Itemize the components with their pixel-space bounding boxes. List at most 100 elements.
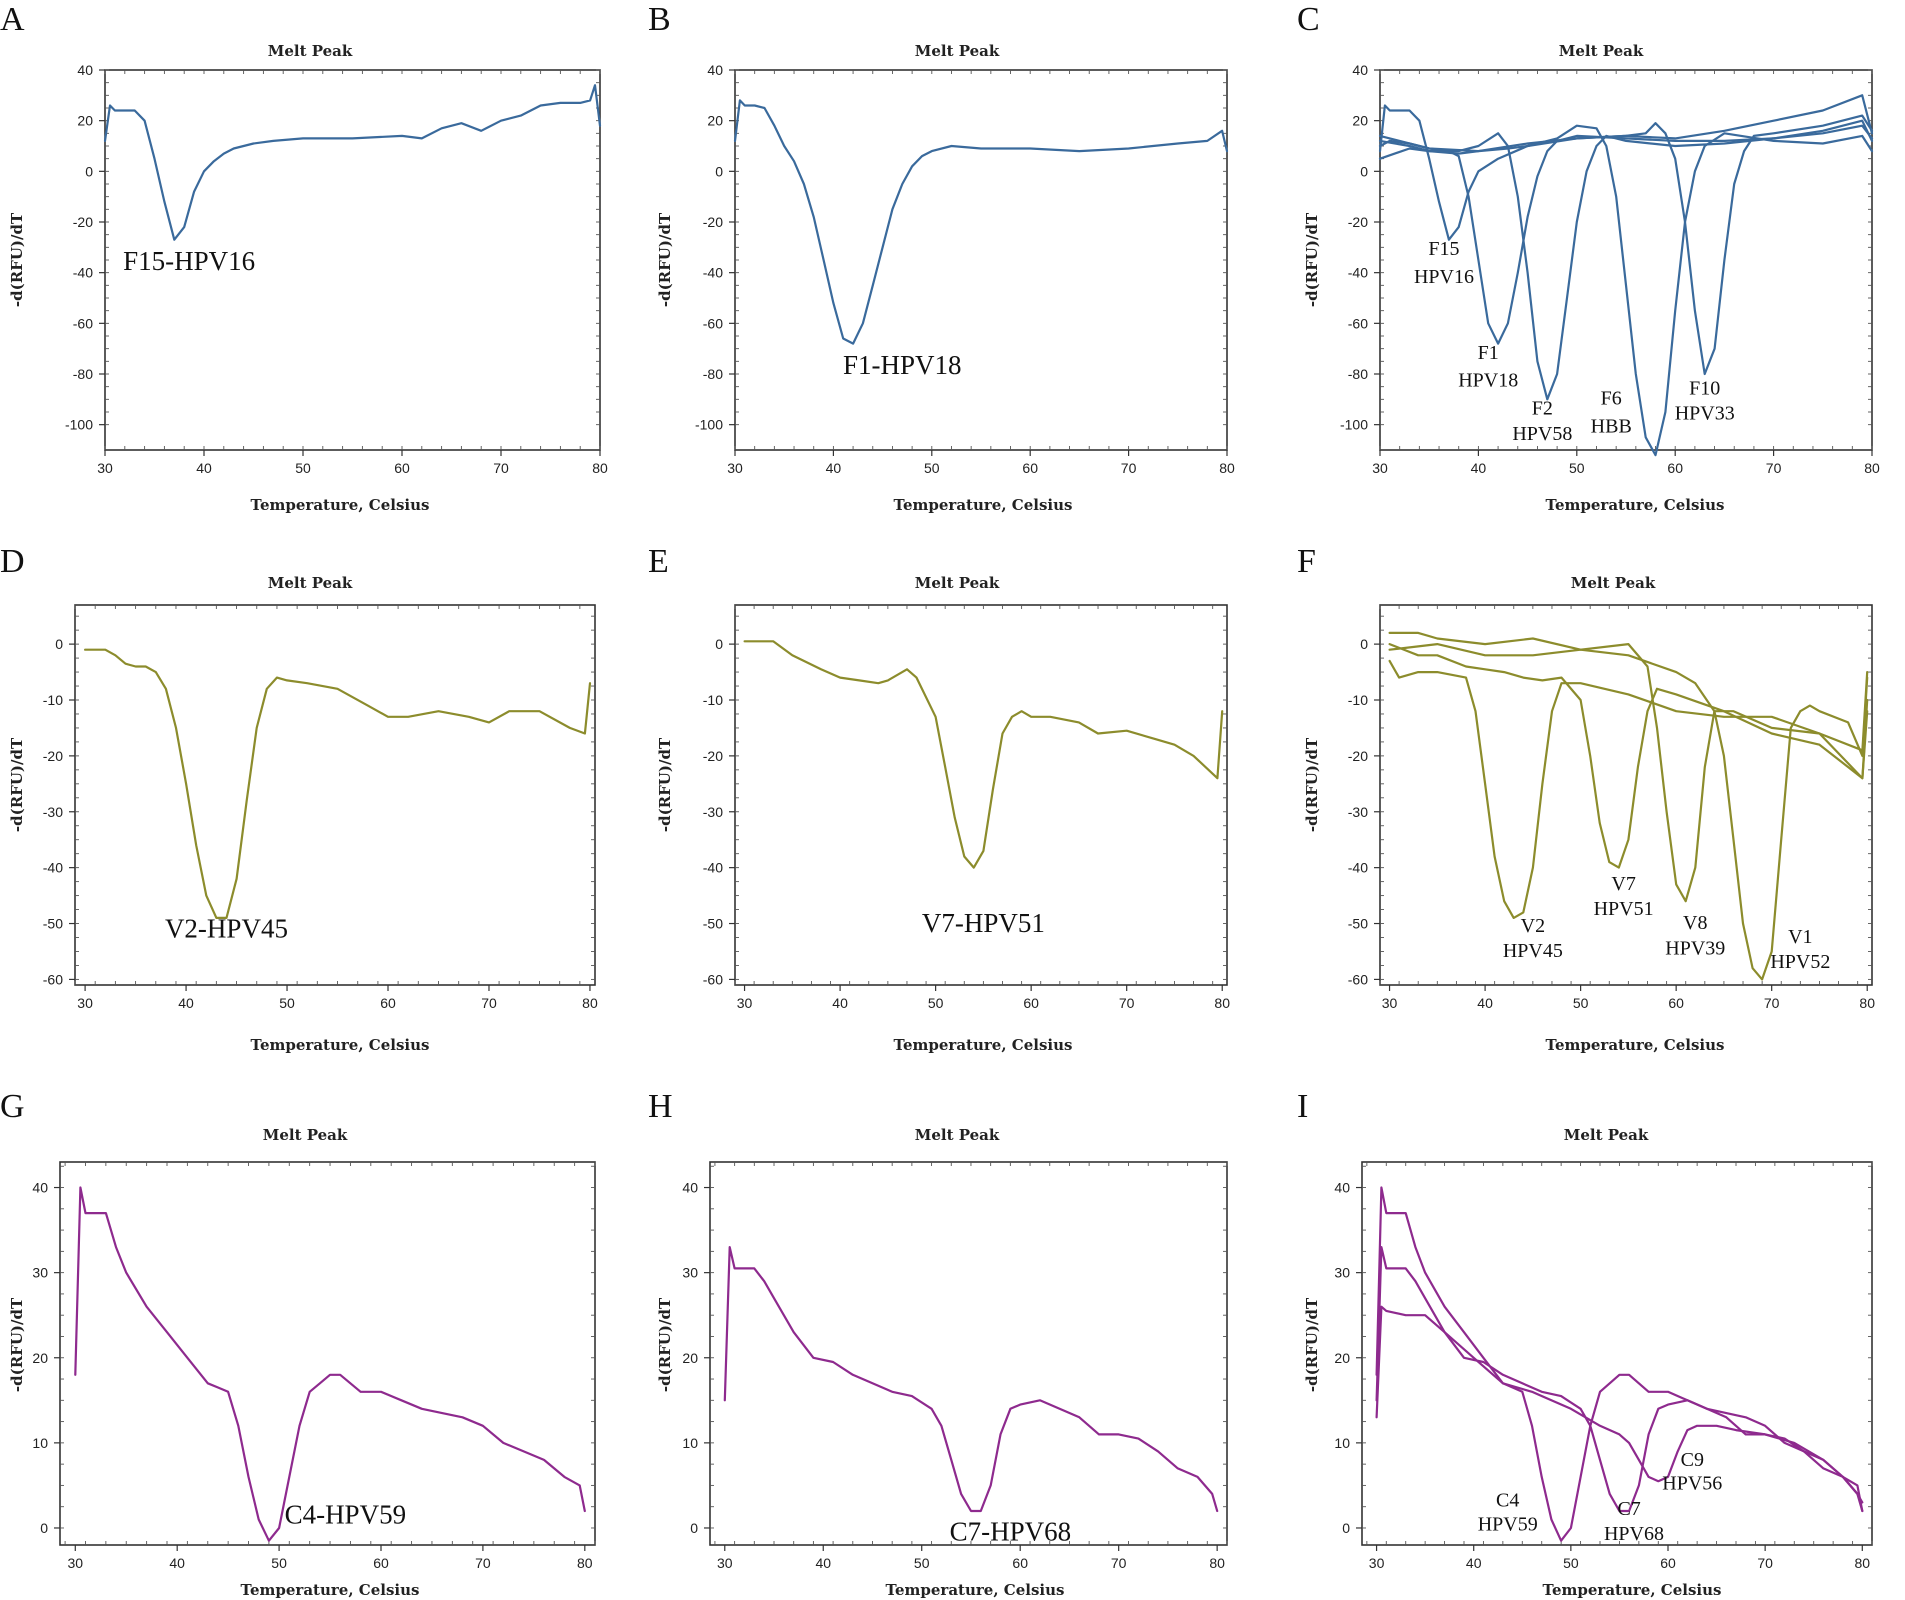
- annotation-i: C7: [1617, 1498, 1640, 1520]
- y-tick-label-b: 40: [707, 62, 723, 78]
- plot-frame-d: [74, 604, 596, 986]
- x-tick-label-i: 80: [1854, 1555, 1870, 1571]
- y-axis-label-e: -d(RFU)/dT: [656, 737, 674, 832]
- y-tick-label-i: 0: [1342, 1520, 1350, 1536]
- series-line-f-1: [1388, 659, 1869, 919]
- panel-letter-h: H: [648, 1088, 673, 1125]
- y-tick-label-a: -80: [73, 366, 93, 382]
- x-tick-label-b: 60: [1022, 460, 1038, 476]
- annotation-f: V2: [1521, 915, 1545, 937]
- x-axis-label-h: Temperature, Celsius: [886, 1581, 1065, 1599]
- x-tick-label-f: 50: [1573, 995, 1589, 1011]
- y-tick-label-d: 0: [55, 636, 63, 652]
- annotation-c: F10: [1689, 377, 1720, 399]
- x-tick-label-f: 30: [1382, 995, 1398, 1011]
- annotation-c: F1: [1478, 342, 1499, 364]
- x-tick-label-f: 40: [1477, 995, 1493, 1011]
- series-line-i-3: [1375, 1305, 1864, 1504]
- y-tick-label-c: -60: [1348, 315, 1368, 331]
- y-tick-label-c: -20: [1348, 214, 1368, 230]
- annotation-b: F1-HPV18: [843, 350, 962, 380]
- y-tick-label-b: 20: [707, 113, 723, 129]
- x-tick-label-a: 50: [295, 460, 311, 476]
- plot-frame-i: [1361, 1161, 1873, 1546]
- panel-d: D Melt Peak 30 40 50 60 70 80 0 -10 -20 -30 -40 -50 -6…: [0, 543, 598, 1054]
- x-tick-label-a: 40: [196, 460, 212, 476]
- x-tick-label-c: 50: [1569, 460, 1585, 476]
- panel-a: A Melt Peak 30 40 50 60 70 80 40 20 0 -20 -40 -60 -80 -…: [0, 1, 608, 514]
- y-tick-label-i: 40: [1334, 1180, 1350, 1196]
- y-tick-label-a: -100: [65, 417, 93, 433]
- x-tick-label-e: 40: [832, 995, 848, 1011]
- x-tick-label-c: 30: [1372, 460, 1388, 476]
- annotation-e: V7-HPV51: [922, 908, 1045, 938]
- x-tick-label-c: 70: [1766, 460, 1782, 476]
- y-tick-label-h: 0: [690, 1520, 698, 1536]
- annotation-i: C4: [1496, 1490, 1519, 1512]
- series-line-c-1: [1378, 94, 1874, 241]
- y-tick-label-a: -40: [73, 265, 93, 281]
- series-line-g-1: [74, 1186, 586, 1542]
- annotation-c: F2: [1532, 398, 1553, 420]
- y-tick-label-g: 10: [32, 1435, 48, 1451]
- x-tick-label-d: 60: [380, 995, 396, 1011]
- x-tick-label-d: 80: [582, 995, 598, 1011]
- panel-letter-f: F: [1297, 543, 1316, 580]
- y-tick-label-i: 30: [1334, 1265, 1350, 1281]
- series-line-e-1: [743, 640, 1224, 869]
- y-tick-label-a: 0: [85, 163, 93, 179]
- y-tick-label-d: -20: [43, 748, 63, 764]
- chart-title-d: Melt Peak: [268, 574, 353, 592]
- x-tick-label-f: 80: [1859, 995, 1875, 1011]
- y-axis-label-h: -d(RFU)/dT: [656, 1297, 674, 1392]
- plot-frame-h: [709, 1161, 1228, 1546]
- y-tick-label-a: -60: [73, 315, 93, 331]
- panel-letter-d: D: [0, 543, 25, 580]
- annotation-f: HPV52: [1770, 951, 1830, 973]
- series-line-c-5: [1378, 114, 1874, 376]
- x-tick-label-d: 50: [279, 995, 295, 1011]
- x-tick-label-f: 70: [1764, 995, 1780, 1011]
- x-tick-label-e: 60: [1023, 995, 1039, 1011]
- y-axis-label-b: -d(RFU)/dT: [656, 212, 674, 307]
- annotation-f: V8: [1683, 912, 1707, 934]
- y-axis-label-a: -d(RFU)/dT: [8, 212, 26, 307]
- y-tick-label-i: 10: [1334, 1435, 1350, 1451]
- y-tick-label-c: 40: [1352, 62, 1368, 78]
- x-tick-label-g: 30: [67, 1555, 83, 1571]
- x-tick-label-d: 30: [77, 995, 93, 1011]
- series-line-i-1: [1375, 1186, 1864, 1542]
- x-tick-label-b: 40: [826, 460, 842, 476]
- annotation-c: F15: [1428, 238, 1459, 260]
- annotation-f: V1: [1788, 926, 1812, 948]
- annotation-c: HPV18: [1458, 370, 1518, 392]
- y-tick-label-h: 30: [682, 1265, 698, 1281]
- x-tick-label-h: 40: [815, 1555, 831, 1571]
- plot-frame-g: [59, 1161, 596, 1546]
- x-tick-label-b: 30: [727, 460, 743, 476]
- chart-title-h: Melt Peak: [915, 1126, 1000, 1144]
- annotation-h: C7-HPV68: [950, 1517, 1072, 1547]
- y-tick-label-f: -20: [1348, 748, 1368, 764]
- series-line-c-3: [1378, 124, 1874, 401]
- panel-f: F Melt Peak 30 40 50 60 70 80 0 -10 -20 -30 -40 -50 -6…: [1297, 543, 1875, 1054]
- x-tick-label-e: 30: [737, 995, 753, 1011]
- x-tick-label-a: 80: [592, 460, 608, 476]
- y-tick-label-g: 40: [32, 1180, 48, 1196]
- y-axis-label-c: -d(RFU)/dT: [1303, 212, 1321, 307]
- panel-c: C Melt Peak 30 40 50 60 70 80 40 20 0 -20 -40 -60 -80 -…: [1297, 1, 1880, 514]
- y-tick-label-i: 20: [1334, 1350, 1350, 1366]
- x-tick-label-h: 60: [1012, 1555, 1028, 1571]
- x-tick-label-e: 50: [928, 995, 944, 1011]
- y-tick-label-c: -40: [1348, 265, 1368, 281]
- panel-i: I Melt Peak 30 40 50 60 70 80 40 30 20 10 0 Temperatu…: [1297, 1088, 1873, 1599]
- y-tick-label-d: -40: [43, 860, 63, 876]
- annotation-d: V2-HPV45: [165, 914, 288, 944]
- panel-h: H Melt Peak 30 40 50 60 70 80 40 30 20 10 0 Temperatu…: [648, 1088, 1228, 1599]
- x-axis-label-f: Temperature, Celsius: [1546, 1036, 1725, 1054]
- y-tick-label-f: -10: [1348, 692, 1368, 708]
- y-tick-label-d: -60: [43, 971, 63, 987]
- y-axis-label-d: -d(RFU)/dT: [8, 737, 26, 832]
- x-tick-label-c: 60: [1667, 460, 1683, 476]
